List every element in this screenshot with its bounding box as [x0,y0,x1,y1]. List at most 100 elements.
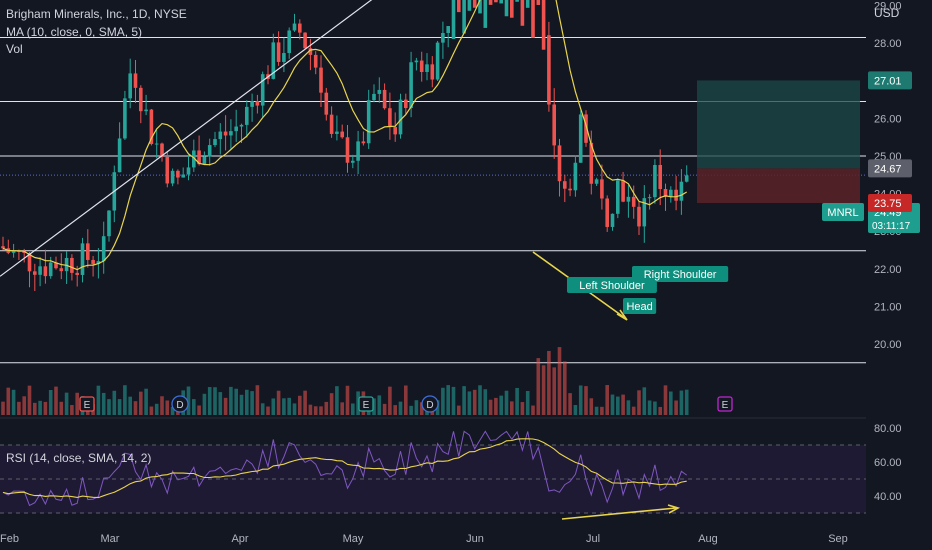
price-tick-label: 20.00 [874,339,902,351]
volume-bar [404,385,408,415]
volume-bar [144,388,148,415]
volume-bar [101,392,106,415]
chart-title: Brigham Minerals, Inc., 1D, NYSE [6,7,187,21]
volume-bar [160,396,164,415]
rsi-arrow [561,507,677,520]
volume-bar [499,395,503,415]
ticker-badge-bg [822,203,864,221]
time-tick-label: May [343,533,364,545]
candle [260,74,265,106]
volume-bar [117,399,122,415]
candle [64,257,69,272]
volume-bar [594,406,599,415]
candle [499,0,503,4]
candle [382,89,387,109]
candle [457,0,461,13]
volume-bar [266,406,270,415]
candle [377,89,382,94]
candle [80,243,85,275]
volume-bar [547,350,551,415]
rsi-tick-label: 80.00 [874,423,902,435]
candle [642,198,647,227]
candle [329,114,334,134]
candle [345,137,350,163]
candle [356,141,360,161]
candle [176,170,180,178]
rsi-tick-label: 60.00 [874,457,902,469]
time-tick-label: Mar [101,533,120,545]
volume-bar [70,405,74,415]
volume-bar [616,396,620,415]
earnings-marker [358,396,374,412]
volume-bar [372,398,376,415]
candle [626,196,631,202]
volume-bar [669,391,673,415]
ticker-badge: MNRL [827,207,858,219]
candle [520,0,525,26]
candle [165,156,170,184]
candle [313,54,318,68]
volume-bar [414,400,419,415]
rsi-tick-label: 40.00 [874,491,902,503]
candle [388,108,392,128]
candle [107,210,111,237]
candle [59,268,64,272]
candle [404,99,408,109]
earnings-marker-label: E [363,400,370,411]
volume-bar [96,385,101,415]
volume-bar [43,401,48,415]
candle [218,131,223,140]
volume-bar [642,387,647,415]
candle [298,23,302,33]
volume-bar [626,400,631,415]
candle [478,0,482,14]
volume-bar [419,402,424,415]
dividend-marker [421,395,439,413]
target-price-badge: 27.01 [874,75,902,87]
dividend-marker-label: D [426,400,433,411]
candle [207,145,212,157]
volume-bar [631,406,636,415]
stop-zone [697,168,860,203]
volume-bar [54,386,58,415]
volume-bar [409,405,413,415]
volume-bar [107,399,111,415]
candle [303,32,307,49]
candle [351,160,355,163]
candle [647,197,652,199]
candle [170,170,175,184]
volume-bar [128,396,132,415]
left-shoulder-label: Left Shoulder [579,280,645,292]
volume-bar [605,385,609,415]
candle [43,266,48,277]
candle [547,35,551,105]
volume-bar [319,406,323,415]
volume-bar [674,400,678,415]
time-tick-label: Aug [698,533,718,545]
candle [223,131,228,136]
candle [653,164,657,198]
volume-bar [308,404,313,415]
volume-bar [446,385,450,415]
candle [197,150,201,165]
volume-bar [223,397,228,415]
stop-price-badge: 23.75 [874,198,902,210]
candle [663,188,668,197]
head-label-bg [623,298,657,314]
volume-bar [27,385,32,415]
candle [631,196,636,207]
volume-bar [552,367,556,415]
candle [366,100,371,144]
volume-bar [282,398,286,415]
volume-bar [250,391,254,415]
time-tick-label: Jul [586,533,600,545]
volume-bar [245,389,249,415]
stop-price-badge-bg [868,194,912,212]
volume-bar [154,403,159,415]
volume-bar [6,387,11,415]
candle [11,250,16,253]
entry-price-badge-bg [868,159,912,178]
candle [488,0,493,5]
candle [271,42,276,79]
